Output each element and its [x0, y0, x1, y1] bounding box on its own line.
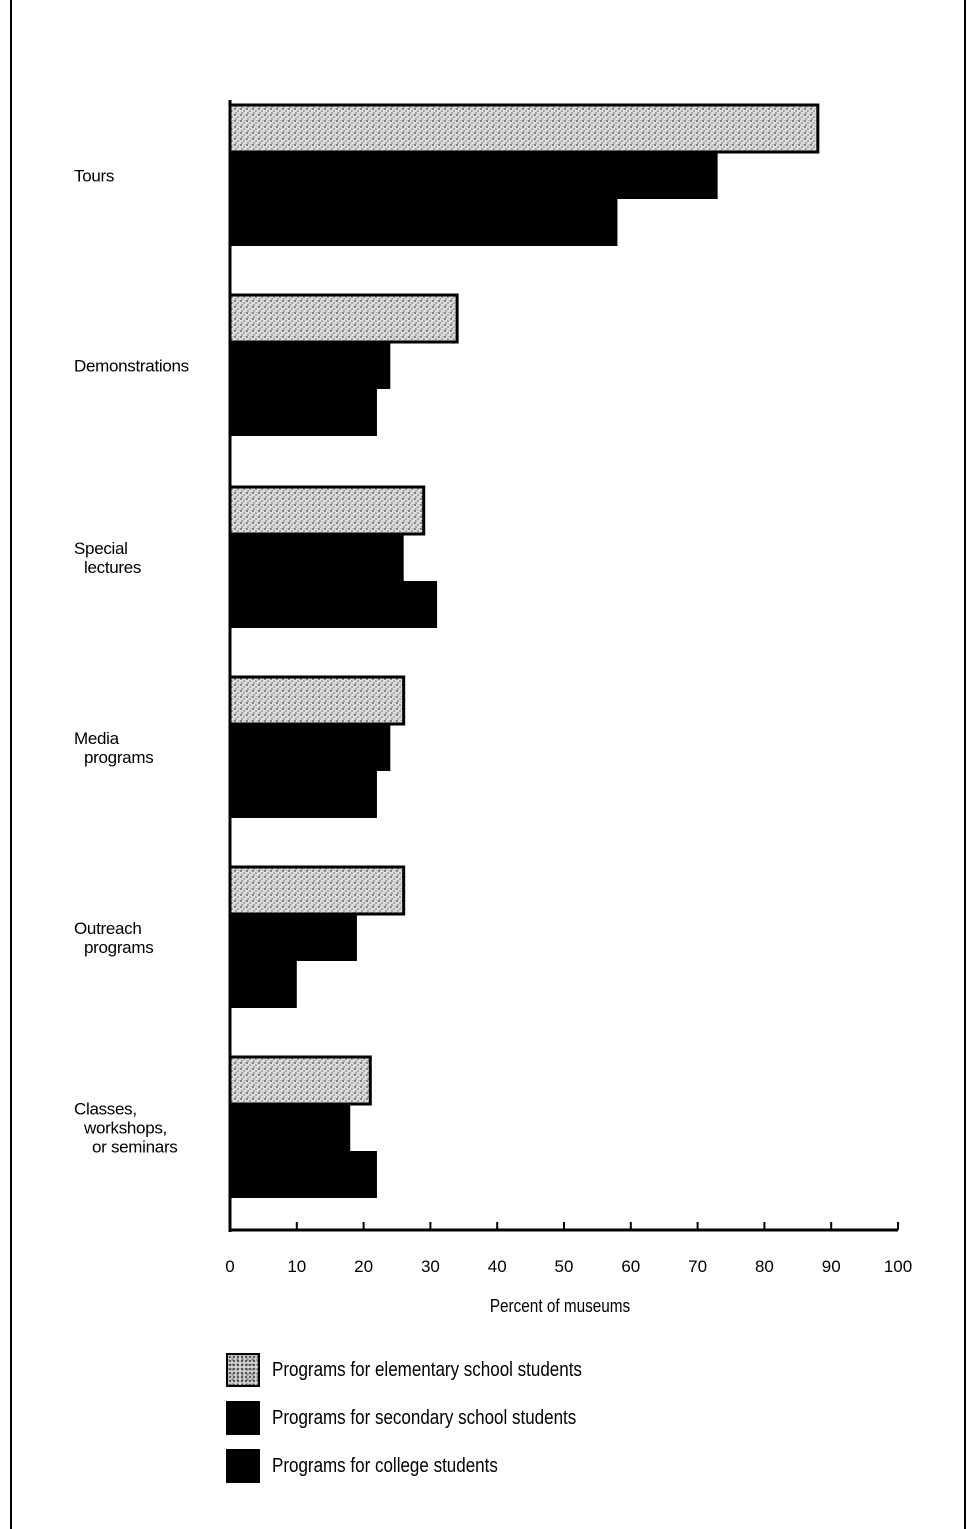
bar-elementary-2 [228, 485, 426, 536]
category-label-line: Special [74, 539, 128, 558]
bar-college-1 [230, 389, 377, 436]
bar-secondary-2 [230, 534, 404, 581]
legend-item-secondary: Programs for secondary school students [226, 1394, 637, 1442]
bar-secondary-1 [230, 342, 391, 389]
category-label-0: Tours [74, 167, 114, 186]
category-label-line: lectures [84, 558, 141, 577]
bar-elementary-5 [228, 1055, 372, 1106]
x-tick-label: 40 [488, 1257, 507, 1276]
bar-college-2 [230, 581, 438, 628]
bar-secondary-0 [230, 152, 718, 199]
legend-swatch-elementary [226, 1353, 260, 1387]
legend: Programs for elementary school students … [226, 1346, 637, 1490]
bar-college-3 [230, 771, 377, 818]
category-label-4: Outreach programs [74, 919, 153, 957]
legend-item-college: Programs for college students [226, 1442, 637, 1490]
x-tick-label: 100 [884, 1257, 912, 1276]
bar-secondary-4 [230, 914, 357, 961]
category-label-1: Demonstrations [74, 357, 189, 376]
legend-label-elementary: Programs for elementary school students [272, 1358, 582, 1381]
x-tick-label: 10 [287, 1257, 306, 1276]
bar-elementary-1 [228, 293, 459, 344]
x-tick-label: 90 [822, 1257, 841, 1276]
category-label-line: programs [84, 938, 153, 957]
legend-swatch-secondary [226, 1401, 260, 1435]
bar-elementary-0 [228, 103, 820, 154]
legend-label-secondary: Programs for secondary school students [272, 1406, 577, 1429]
category-label-line: or seminars [92, 1138, 178, 1157]
x-tick-label: 50 [555, 1257, 574, 1276]
category-label-line: programs [84, 748, 153, 767]
category-label-line: Tours [74, 167, 114, 186]
bar-elementary-4 [228, 865, 406, 916]
category-label-3: Media programs [74, 729, 153, 767]
x-tick-label: 30 [421, 1257, 440, 1276]
legend-swatch-college [226, 1449, 260, 1483]
x-tick-label: 80 [755, 1257, 774, 1276]
category-label-line: Classes, [74, 1100, 137, 1119]
x-tick-label: 70 [688, 1257, 707, 1276]
bar-elementary-3 [228, 675, 406, 726]
bar-secondary-3 [230, 724, 391, 771]
bar-college-4 [230, 961, 297, 1008]
x-axis-label: Percent of museums [489, 1296, 631, 1316]
category-label-line: Outreach [74, 919, 142, 938]
page-border [10, 0, 966, 1529]
x-tick-label: 20 [354, 1257, 373, 1276]
legend-label-college: Programs for college students [272, 1454, 498, 1477]
category-label-line: Demonstrations [74, 357, 189, 376]
category-label-2: Special lectures [74, 539, 141, 577]
x-tick-label: 60 [621, 1257, 640, 1276]
category-label-line: workshops, [83, 1119, 167, 1138]
category-label-5: Classes, workshops, or seminars [74, 1100, 178, 1157]
category-label-line: Media [74, 729, 120, 748]
x-tick-label: 0 [225, 1257, 234, 1276]
bar-college-0 [230, 199, 618, 246]
legend-item-elementary: Programs for elementary school students [226, 1346, 637, 1394]
bar-secondary-5 [230, 1104, 351, 1151]
bar-college-5 [230, 1151, 377, 1198]
